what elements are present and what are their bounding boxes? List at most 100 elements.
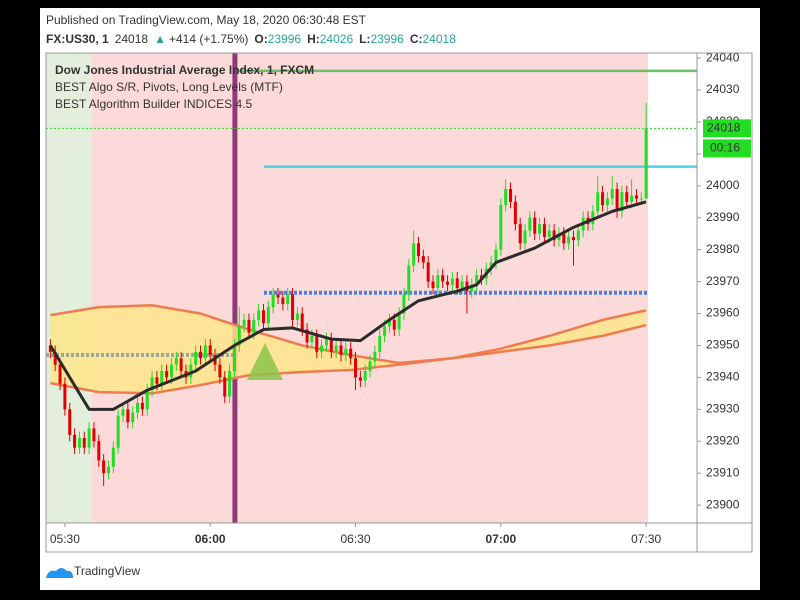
candle-body: [121, 409, 125, 416]
candle-body: [310, 335, 314, 343]
candle-body: [358, 377, 362, 381]
candle-body: [542, 224, 546, 237]
candle-body: [387, 319, 391, 327]
y-tick-label: 23910: [706, 465, 740, 479]
candle-body: [223, 377, 227, 397]
candle-body: [320, 345, 324, 352]
candle-body: [228, 371, 232, 397]
candle-body: [552, 230, 556, 241]
signal-triangle: [247, 343, 283, 380]
field-value: 23996: [370, 32, 404, 46]
candle-body: [286, 294, 290, 304]
candle-body: [416, 243, 420, 257]
candle-body: [261, 310, 265, 324]
candle-body: [92, 428, 96, 442]
y-tick-label: 24040: [706, 50, 740, 64]
candle-body: [295, 313, 299, 320]
candle-body: [363, 371, 367, 381]
candle-body: [378, 335, 382, 352]
candle-body: [639, 198, 643, 200]
candle-body: [605, 198, 609, 205]
field-label: O:: [254, 32, 267, 46]
field-label: L:: [359, 32, 370, 46]
candle-body: [87, 428, 91, 448]
candle-body: [77, 438, 81, 448]
candle-body: [208, 345, 212, 356]
candle-body: [479, 275, 483, 279]
candle-body: [513, 201, 517, 225]
logo-icon: [46, 568, 73, 578]
candle-body: [494, 249, 498, 263]
candle-body: [194, 351, 198, 365]
candle-body: [97, 441, 101, 461]
candle-body: [373, 351, 377, 362]
candle-body: [349, 348, 353, 359]
candle-body: [470, 284, 474, 292]
candle-body: [455, 278, 459, 288]
candle-body: [576, 230, 580, 241]
plot: Dow Jones Industrial Average Index, 1, F…: [46, 50, 751, 546]
candle-body: [407, 265, 411, 295]
y-tick-label: 23940: [706, 370, 740, 384]
candle-body: [291, 294, 295, 320]
candle-body: [126, 409, 130, 423]
candle-body: [53, 351, 57, 365]
candle-body: [436, 275, 440, 288]
candle-body: [271, 294, 275, 308]
candle-body: [160, 371, 164, 384]
y-tick-label: 23900: [706, 497, 740, 511]
candle-body: [63, 383, 67, 410]
y-tick-label: 23950: [706, 338, 740, 352]
candle-body: [131, 412, 135, 423]
candle-body: [504, 189, 508, 205]
candle-body: [281, 297, 285, 304]
countdown-label: 00:16: [710, 141, 740, 155]
candle-body: [179, 358, 183, 372]
candle-body: [189, 364, 193, 378]
price: 24018: [115, 32, 149, 46]
candle-body: [276, 294, 280, 298]
candle-body: [441, 275, 445, 282]
candle-body: [237, 326, 241, 346]
candle-body: [596, 192, 600, 212]
x-tick-label: 06:00: [195, 532, 226, 546]
candle-body: [533, 217, 537, 234]
candle-body: [242, 319, 246, 327]
field-value: 24026: [320, 32, 354, 46]
brand: TradingView: [74, 564, 140, 578]
candle-body: [48, 345, 52, 352]
candle-body: [203, 345, 207, 359]
symbol: FX:US30, 1: [46, 32, 109, 46]
logo: TradingView: [46, 564, 140, 578]
frame: [45, 52, 753, 553]
candle-body: [402, 294, 406, 314]
candle-body: [165, 371, 169, 378]
x-tick-label: 07:30: [631, 532, 661, 546]
candle-body: [305, 329, 309, 343]
candle-body: [252, 319, 256, 333]
x-tick-label: 06:30: [341, 532, 371, 546]
y-tick-label: 23990: [706, 210, 740, 224]
arrow: ▲: [154, 32, 166, 46]
candle-body: [329, 339, 333, 352]
session-region: [46, 53, 93, 523]
candle-body: [324, 339, 328, 346]
candle-body: [460, 281, 464, 288]
candle-body: [116, 415, 120, 448]
candle-body: [567, 236, 571, 244]
field-value: 24018: [423, 32, 457, 46]
candle-body: [528, 217, 532, 231]
candle-body: [106, 466, 110, 474]
candle-body: [247, 319, 251, 333]
candle-body: [111, 447, 115, 467]
candle-body: [140, 402, 144, 410]
candle-body: [339, 345, 343, 356]
legend-line: BEST Algo S/R, Pivots, Long Levels (MTF): [55, 80, 283, 94]
candle-body: [426, 262, 430, 282]
candle-body: [465, 281, 469, 292]
candle-body: [562, 233, 566, 244]
candle-body: [300, 313, 304, 330]
candle-body: [620, 192, 624, 212]
x-tick-label: 05:30: [50, 532, 80, 546]
